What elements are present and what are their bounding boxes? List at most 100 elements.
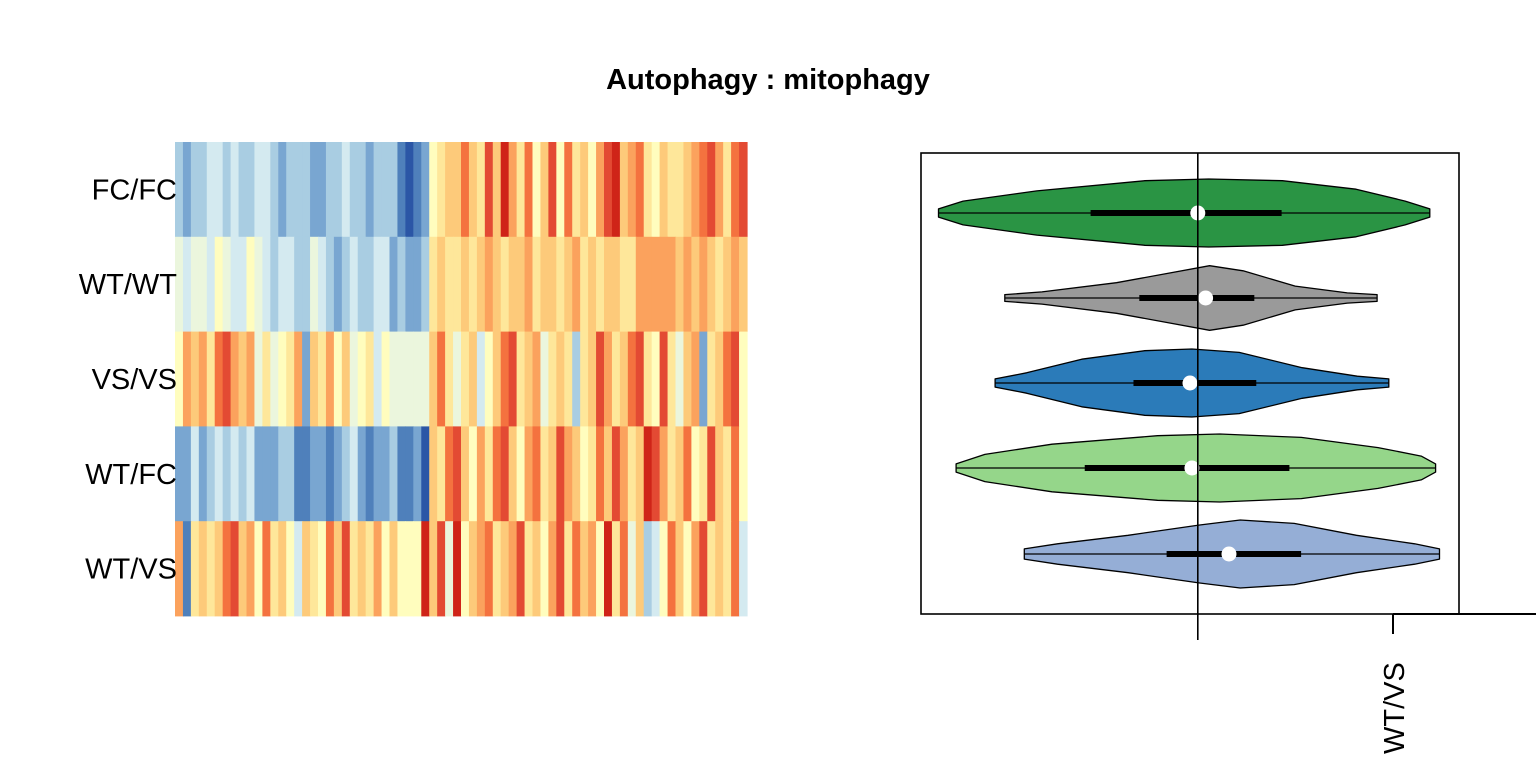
heatmap-cell xyxy=(405,426,414,522)
heatmap-cell xyxy=(596,426,605,522)
heatmap-row-label: VS/VS xyxy=(92,364,177,396)
heatmap-cell xyxy=(651,236,661,332)
heatmap-cell xyxy=(214,236,224,332)
heatmap-cell xyxy=(214,521,224,617)
heatmap-cell xyxy=(739,142,748,238)
heatmap-cell xyxy=(294,426,303,522)
heatmap-cell xyxy=(476,236,486,332)
heatmap-cell xyxy=(500,426,510,522)
heatmap-cell xyxy=(175,426,184,522)
heatmap-cell xyxy=(651,142,661,238)
heatmap-cell xyxy=(405,142,414,238)
heatmap-cell xyxy=(445,236,454,332)
heatmap-cell xyxy=(389,521,399,617)
heatmap-cell xyxy=(222,142,232,238)
heatmap-cell xyxy=(461,142,470,238)
heatmap-cell xyxy=(476,426,486,522)
heatmap-cell xyxy=(206,426,216,522)
heatmap-cell xyxy=(635,331,645,427)
heatmap-cell xyxy=(325,236,335,332)
heatmap-cell xyxy=(270,236,279,332)
heatmap-cell xyxy=(643,521,653,617)
heatmap-cell xyxy=(468,236,478,332)
heatmap-cell xyxy=(667,521,677,617)
heatmap-cell xyxy=(318,236,327,332)
heatmap-cell xyxy=(198,331,208,427)
heatmap-cell xyxy=(397,142,406,238)
heatmap-cell xyxy=(635,236,645,332)
heatmap-cell xyxy=(333,426,343,522)
heatmap-cell xyxy=(461,236,470,332)
heatmap-cell xyxy=(318,331,327,427)
outer-axis-tick-label: WT/VS xyxy=(1379,662,1411,754)
heatmap-cell xyxy=(524,236,534,332)
heatmap-cell xyxy=(492,426,502,522)
violin-median-point xyxy=(1221,546,1237,562)
heatmap-cell xyxy=(429,142,438,238)
heatmap-cell xyxy=(413,142,422,238)
heatmap-cell xyxy=(580,521,589,617)
heatmap-cell xyxy=(198,142,208,238)
heatmap-cell xyxy=(588,521,597,617)
heatmap-cell xyxy=(619,426,629,522)
heatmap-cell xyxy=(715,426,724,522)
heatmap-cell xyxy=(278,331,287,427)
heatmap-cell xyxy=(278,142,287,238)
heatmap-cell xyxy=(262,236,271,332)
heatmap-cell xyxy=(572,521,581,617)
heatmap-cell xyxy=(318,426,327,522)
heatmap-cell xyxy=(611,426,621,522)
heatmap-cell xyxy=(548,236,557,332)
heatmap-cell xyxy=(476,142,486,238)
heatmap-cell xyxy=(437,426,446,522)
heatmap-cell xyxy=(333,142,343,238)
heatmap-cell xyxy=(476,521,486,617)
heatmap-cell xyxy=(357,236,367,332)
heatmap-cell xyxy=(604,236,613,332)
heatmap-cell xyxy=(190,521,200,617)
heatmap-row-label: WT/FC xyxy=(85,459,177,491)
heatmap-cell xyxy=(556,331,565,427)
heatmap-cell xyxy=(627,331,637,427)
heatmap-cell xyxy=(302,426,311,522)
heatmap-cell xyxy=(357,426,367,522)
heatmap-cell xyxy=(325,521,335,617)
heatmap-cell xyxy=(397,331,406,427)
heatmap-row-label: WT/WT xyxy=(79,269,178,301)
heatmap-cell xyxy=(421,426,430,522)
heatmap-cell xyxy=(445,521,454,617)
heatmap-cell xyxy=(278,521,287,617)
heatmap-cell xyxy=(429,331,438,427)
heatmap-cell xyxy=(643,426,653,522)
heatmap-cell xyxy=(651,331,661,427)
heatmap-cell xyxy=(373,236,383,332)
violin-series xyxy=(937,178,1441,589)
heatmap-cell xyxy=(651,426,661,522)
violin-panel: WT/VS xyxy=(920,152,1536,754)
heatmap-cell xyxy=(683,142,692,238)
heatmap-cell xyxy=(397,236,406,332)
heatmap-cell xyxy=(310,426,319,522)
heatmap-cell xyxy=(405,331,414,427)
outer-axis: WT/VS xyxy=(1379,613,1536,754)
heatmap-cell xyxy=(429,426,438,522)
heatmap-cell xyxy=(516,521,526,617)
heatmap-cell xyxy=(500,521,510,617)
heatmap-cell xyxy=(484,142,494,238)
heatmap-cell xyxy=(572,331,581,427)
heatmap-cell xyxy=(508,521,518,617)
heatmap-cell xyxy=(524,521,534,617)
heatmap-cell xyxy=(667,236,677,332)
heatmap-cell xyxy=(731,521,740,617)
heatmap-cell xyxy=(381,426,391,522)
heatmap-cell xyxy=(604,142,613,238)
heatmap-cell xyxy=(365,331,375,427)
heatmap-cell xyxy=(190,426,200,522)
heatmap-cell xyxy=(214,142,224,238)
heatmap-cell xyxy=(325,142,335,238)
heatmap-cell xyxy=(373,331,383,427)
heatmap-cell xyxy=(294,331,303,427)
heatmap-cell xyxy=(341,142,351,238)
heatmap-cell xyxy=(270,426,279,522)
